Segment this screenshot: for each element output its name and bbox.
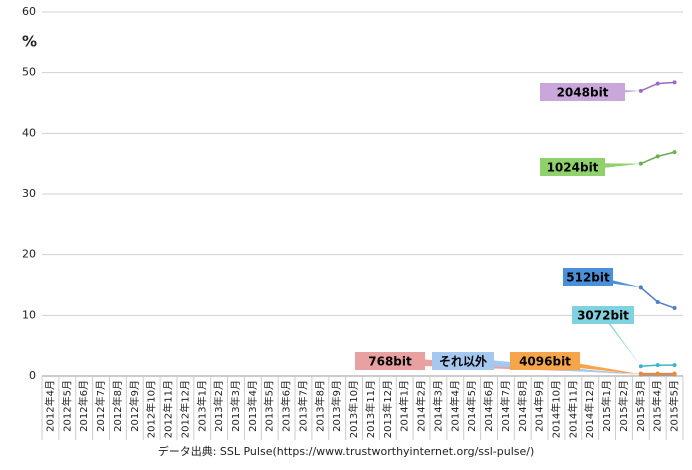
data-point [672, 306, 677, 311]
x-tick-label: 2013年1月 [195, 380, 208, 432]
x-tick-label: 2014年7月 [499, 380, 512, 432]
x-tick-label: 2013年7月 [296, 380, 309, 432]
callout-box [540, 158, 605, 176]
callout-box [355, 352, 425, 370]
x-tick-label: 2014年12月 [583, 380, 596, 438]
x-tick-label: 2014年11月 [566, 380, 579, 438]
legend-label: 768bit [368, 355, 412, 369]
callout-pointer [599, 311, 641, 367]
legend-label: 3072bit [577, 309, 629, 323]
x-tick-label: 2013年2月 [212, 380, 225, 432]
x-tick-label: 2014年3月 [431, 380, 444, 432]
series-line [640, 286, 675, 309]
legend-label: 4096bit [519, 355, 571, 369]
x-tick-label: 2012年8月 [111, 380, 124, 432]
callout-box [510, 352, 580, 370]
y-tick-label: 30 [22, 187, 36, 200]
x-tick-label: 2014年5月 [465, 380, 478, 432]
x-tick-label: 2015年4月 [651, 380, 664, 432]
callout-pointer [541, 357, 641, 375]
x-tick-label: 2014年4月 [448, 380, 461, 432]
x-tick-label: 2012年10月 [145, 380, 158, 438]
x-tick-label: 2015年3月 [634, 380, 647, 432]
x-tick-label: 2014年2月 [415, 380, 428, 432]
x-tick-label: 2012年4月 [43, 380, 56, 432]
x-tick-label: 2015年1月 [600, 380, 613, 432]
callout-pointer [459, 357, 641, 375]
data-point [655, 372, 660, 377]
x-tick-label: 2014年9月 [533, 380, 546, 432]
x-tick-label: 2013年4月 [246, 380, 259, 432]
x-tick-label: 2013年5月 [263, 380, 276, 432]
x-tick-label: 2012年5月 [60, 380, 73, 432]
x-tick-label: 2014年6月 [482, 380, 495, 432]
y-axis-label: % [22, 33, 37, 51]
x-tick-label: 2012年7月 [94, 380, 107, 432]
y-tick-label: 10 [22, 308, 36, 321]
x-tick-label: 2013年6月 [280, 380, 293, 432]
x-tick-label: 2014年10月 [549, 380, 562, 438]
x-tick-label: 2014年8月 [516, 380, 529, 432]
data-point [655, 154, 660, 159]
callout-box [540, 83, 625, 101]
x-tick-label: 2015年2月 [617, 380, 630, 432]
x-tick-label: 2013年10月 [347, 380, 360, 438]
data-point [655, 299, 660, 304]
data-point [672, 80, 677, 85]
x-tick-label: 2012年12月 [178, 380, 191, 438]
x-tick-label: 2013年11月 [364, 380, 377, 438]
x-tick-label: 2012年11月 [162, 380, 175, 438]
x-tick-label: 2013年3月 [229, 380, 242, 432]
x-tick-label: 2013年9月 [330, 380, 343, 432]
x-tick-label: 2013年12月 [381, 380, 394, 438]
x-tick-label: 2013年8月 [313, 380, 326, 432]
legend-label: 2048bit [557, 86, 609, 100]
y-tick-label: 60 [22, 5, 36, 18]
data-point [655, 363, 660, 368]
data-point [672, 372, 677, 377]
x-tick-label: 2012年6月 [77, 380, 90, 432]
callout-pointer [584, 273, 641, 288]
y-tick-label: 40 [22, 126, 36, 139]
y-tick-label: 50 [22, 66, 36, 79]
data-point [655, 81, 660, 86]
callout-box [432, 352, 494, 370]
y-tick-label: 0 [29, 369, 36, 382]
data-point [672, 363, 677, 368]
x-tick-label: 2012年9月 [128, 380, 141, 432]
legend-label: それ以外 [439, 354, 487, 369]
x-tick-label: 2015年5月 [668, 380, 681, 432]
legend-label: 1024bit [547, 161, 599, 175]
callout-box [572, 306, 634, 324]
legend-label: 512bit [566, 271, 610, 285]
y-tick-label: 20 [22, 248, 36, 261]
data-point [672, 150, 677, 155]
x-tick-label: 2014年1月 [398, 380, 411, 432]
source-note: データ出典: SSL Pulse(https://www.trustworthy… [158, 444, 535, 458]
callout-box [563, 268, 613, 286]
